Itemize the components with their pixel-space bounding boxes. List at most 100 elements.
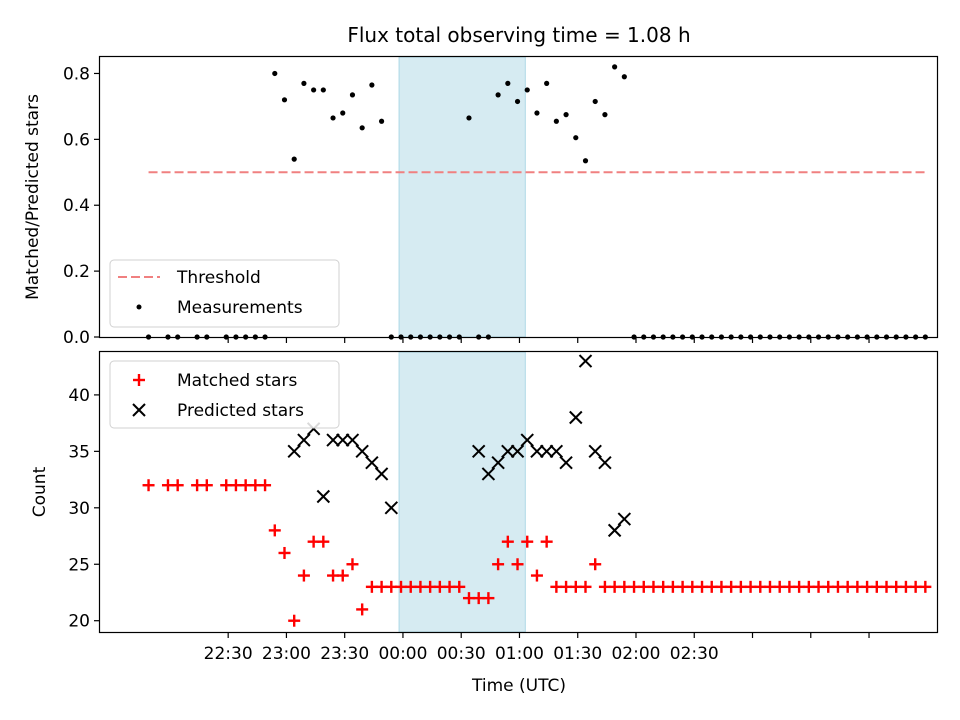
measurements-legend-marker	[136, 304, 142, 310]
measurement-point	[514, 98, 521, 105]
ratio-highlight-span	[398, 56, 526, 338]
measurement-point	[582, 158, 589, 164]
measurement-point	[524, 87, 530, 93]
predicted-star-point	[559, 455, 573, 470]
count-y-tick-label: 25	[68, 555, 90, 575]
matched-star-point	[919, 580, 932, 593]
count-y-tick-label: 30	[68, 499, 90, 519]
predicted-star-point	[501, 444, 515, 459]
matched-star-point	[482, 592, 495, 605]
measurement-point	[340, 110, 346, 116]
predicted-star-point	[345, 433, 360, 447]
x-tick-label: 23:30	[320, 644, 369, 664]
predicted-star-point	[316, 489, 331, 504]
measurement-point	[378, 118, 385, 124]
matched-star-point	[317, 535, 330, 548]
ratio-panel: 0.00.20.40.60.8 Matched/Predicted stars …	[23, 55, 939, 348]
matched-star-point	[356, 603, 369, 616]
count-legend: Matched stars Predicted stars	[109, 360, 340, 429]
count-x-axis: 22:30 23:00 23:30 00:00 00:30 01:00 01:30 02:00…	[204, 632, 870, 664]
count-panel: 20 25 30 35 40 Count 22:30 23:00 23:30 00:00 00:…	[30, 350, 939, 664]
predicted-star-point	[510, 444, 525, 459]
predicted-star-point	[617, 512, 632, 526]
measurement-point	[505, 80, 511, 86]
chart-title: Flux total observing time = 1.08 h	[347, 23, 690, 47]
predicted-star-point	[365, 455, 379, 470]
ratio-y-axis: 0.0 0.2 0.4 0.6 0.8	[63, 64, 100, 348]
predicted-star-point	[326, 433, 340, 447]
predicted-star-point	[374, 467, 389, 481]
matched-star-point	[259, 479, 272, 492]
matched-star-point	[171, 479, 184, 492]
measurement-point	[592, 98, 598, 105]
measurement-point	[311, 87, 317, 93]
ratio-x-ticks	[227, 337, 870, 343]
measurement-point	[349, 92, 356, 98]
matched-star-point	[579, 580, 592, 593]
ratio-plot-frame	[98, 55, 939, 339]
x-tick-label: 02:00	[611, 644, 660, 664]
ratio-y-tick-label: 0.2	[63, 262, 90, 282]
count-plot-marks	[142, 354, 932, 627]
measurement-point	[281, 97, 288, 103]
count-y-axis-label: Count	[30, 466, 50, 517]
measurement-point	[495, 92, 501, 98]
matched-star-point	[511, 558, 524, 571]
measurements-legend-label: Measurements	[177, 298, 303, 318]
predicted-star-point	[491, 455, 505, 470]
predicted-star-point	[355, 444, 369, 459]
measurement-point	[621, 74, 627, 80]
x-tick-label: 23:00	[262, 644, 311, 664]
ratio-legend-box	[109, 259, 340, 328]
measurement-point	[301, 80, 307, 86]
measurement-point	[272, 70, 278, 77]
count-y-tick-label: 20	[68, 612, 90, 632]
ratio-y-tick-label: 0.0	[63, 328, 90, 348]
x-tick-label: 00:30	[437, 644, 486, 664]
matched-star-point	[453, 580, 466, 593]
predicted-star-point	[520, 433, 534, 447]
count-plot-frame	[98, 350, 939, 634]
matched-star-point	[521, 535, 534, 548]
matched-star-point	[530, 569, 543, 582]
predicted-star-point	[598, 455, 612, 470]
x-tick-label: 22:30	[204, 644, 253, 664]
matched-star-point	[200, 479, 213, 492]
matched-star-point	[142, 479, 155, 492]
count-legend-box	[109, 360, 340, 429]
predicted-star-point	[539, 444, 554, 459]
count-highlight-span	[398, 351, 526, 633]
ratio-y-tick-label: 0.4	[63, 196, 90, 216]
predicted-star-point	[588, 444, 602, 459]
predicted-star-point	[481, 467, 496, 481]
matched-legend-label: Matched stars	[177, 371, 297, 391]
matched-star-point	[540, 535, 553, 548]
matched-star-point	[268, 524, 281, 537]
predicted-star-point	[287, 444, 301, 459]
threshold-legend-label: Threshold	[176, 268, 261, 288]
predicted-star-point	[384, 501, 399, 515]
predicted-star-point	[578, 354, 593, 368]
predicted-legend-label: Predicted stars	[177, 401, 304, 421]
measurement-point	[369, 82, 375, 88]
matched-star-point	[278, 546, 291, 559]
measurement-point	[573, 135, 579, 141]
x-axis-label: Time (UTC)	[471, 676, 566, 696]
matched-legend-marker	[133, 374, 145, 386]
measurement-point	[602, 112, 608, 118]
measurement-point	[534, 110, 540, 116]
predicted-legend-marker	[132, 403, 146, 417]
measurement-point	[563, 112, 569, 118]
count-y-tick-label: 40	[68, 386, 90, 406]
measurement-point	[291, 156, 297, 162]
count-y-tick-label: 35	[68, 442, 90, 462]
measurement-point	[544, 80, 550, 86]
ratio-legend: Threshold Measurements	[109, 259, 340, 328]
measurement-point	[553, 118, 559, 124]
matched-star-point	[589, 558, 602, 571]
predicted-star-point	[549, 444, 564, 459]
matched-star-point	[297, 569, 310, 582]
matched-star-point	[336, 569, 349, 582]
ratio-plot-marks	[145, 64, 928, 340]
